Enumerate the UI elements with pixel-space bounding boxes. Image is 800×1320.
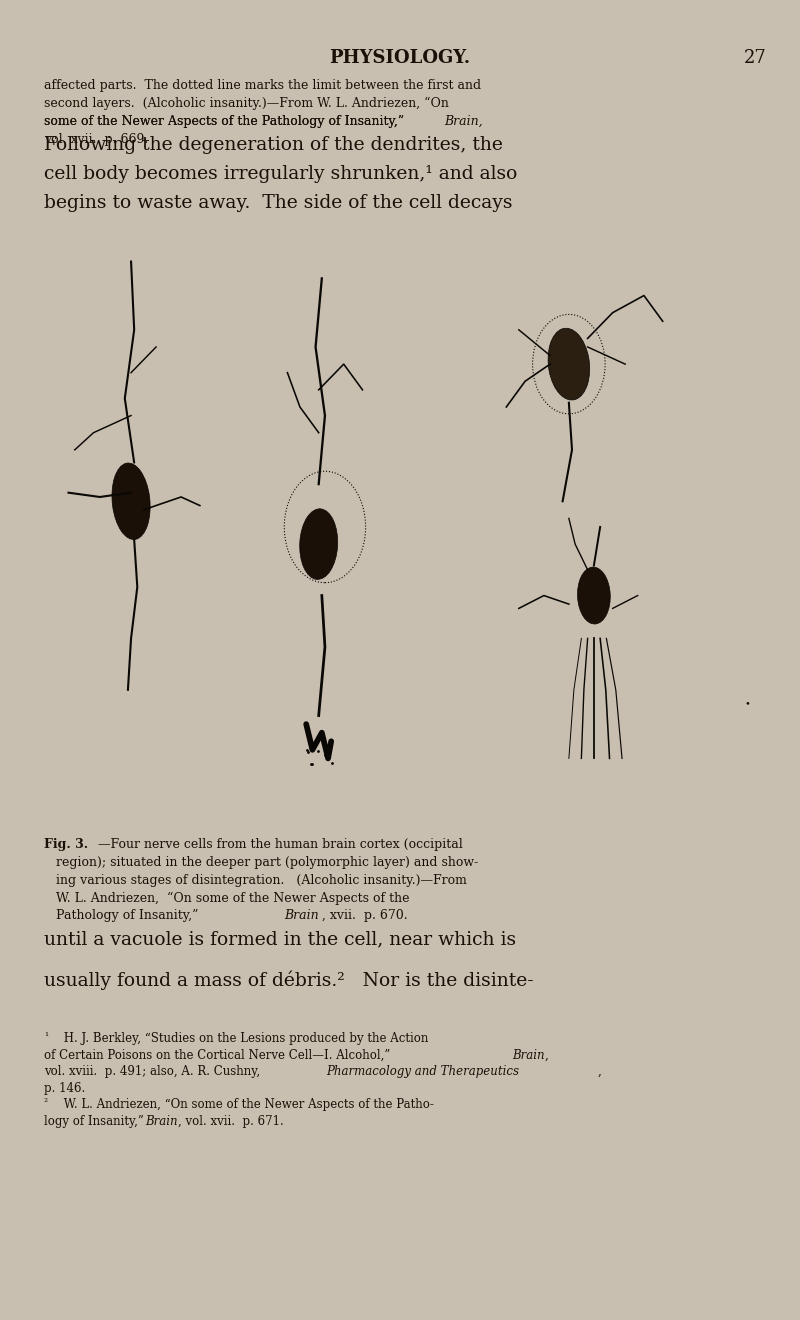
Text: usually found a mass of débris.²   Nor is the disinte-: usually found a mass of débris.² Nor is …	[44, 970, 534, 990]
Text: p. 146.: p. 146.	[44, 1082, 86, 1094]
Text: cell body becomes irregularly shrunken,¹ and also: cell body becomes irregularly shrunken,¹…	[44, 165, 518, 183]
Text: 27: 27	[744, 49, 766, 67]
Text: —Four nerve cells from the human brain cortex (occipital: —Four nerve cells from the human brain c…	[98, 838, 463, 851]
Text: ,: ,	[545, 1048, 549, 1061]
Text: •: •	[744, 700, 750, 709]
Text: PHYSIOLOGY.: PHYSIOLOGY.	[330, 49, 470, 67]
Text: region); situated in the deeper part (polymorphic layer) and show-: region); situated in the deeper part (po…	[44, 857, 478, 869]
Text: Brain: Brain	[146, 1114, 178, 1127]
Text: W. L. Andriezen,  “On some of the Newer Aspects of the: W. L. Andriezen, “On some of the Newer A…	[44, 892, 410, 906]
Text: , vol. xvii.  p. 671.: , vol. xvii. p. 671.	[178, 1114, 284, 1127]
Text: Following the degeneration of the dendrites, the: Following the degeneration of the dendri…	[44, 136, 503, 154]
Ellipse shape	[578, 568, 610, 624]
Text: some of the Newer Aspects of the Pathology of Insanity,”: some of the Newer Aspects of the Patholo…	[44, 115, 408, 128]
Text: Brain: Brain	[284, 909, 318, 923]
Text: Brain: Brain	[512, 1048, 545, 1061]
Text: Pharmacology and Therapeutics: Pharmacology and Therapeutics	[326, 1065, 519, 1078]
Text: affected parts.  The dotted line marks the limit between the first and: affected parts. The dotted line marks th…	[44, 79, 481, 92]
Text: ²: ²	[44, 1098, 48, 1107]
Text: vol. xvii.  p. 669.: vol. xvii. p. 669.	[44, 133, 148, 145]
Text: vol. xviii.  p. 491; also, A. R. Cushny,: vol. xviii. p. 491; also, A. R. Cushny,	[44, 1065, 268, 1078]
Text: until a vacuole is formed in the cell, near which is: until a vacuole is formed in the cell, n…	[44, 931, 516, 949]
Text: ,: ,	[598, 1065, 602, 1078]
Text: begins to waste away.  The side of the cell decays: begins to waste away. The side of the ce…	[44, 194, 513, 213]
Text: H. J. Berkley, “Studies on the Lesions produced by the Action: H. J. Berkley, “Studies on the Lesions p…	[60, 1032, 428, 1045]
Text: Fig. 3.: Fig. 3.	[44, 838, 88, 851]
Text: second layers.  (Alcoholic insanity.)—From W. L. Andriezen, “On: second layers. (Alcoholic insanity.)—Fro…	[44, 98, 449, 111]
Ellipse shape	[112, 463, 150, 540]
Text: , xvii.  p. 670.: , xvii. p. 670.	[322, 909, 408, 923]
Ellipse shape	[300, 508, 338, 579]
Text: ing various stages of disintegration.   (Alcoholic insanity.)—From: ing various stages of disintegration. (A…	[44, 874, 467, 887]
Text: of Certain Poisons on the Cortical Nerve Cell—I. Alcohol,”: of Certain Poisons on the Cortical Nerve…	[44, 1048, 398, 1061]
Text: some of the Newer Aspects of the Pathology of Insanity,”: some of the Newer Aspects of the Patholo…	[44, 115, 408, 128]
Text: Pathology of Insanity,”: Pathology of Insanity,”	[44, 909, 206, 923]
Text: W. L. Andriezen, “On some of the Newer Aspects of the Patho-: W. L. Andriezen, “On some of the Newer A…	[60, 1098, 434, 1111]
Text: Brain,: Brain,	[444, 115, 482, 128]
Text: logy of Insanity,”: logy of Insanity,”	[44, 1114, 151, 1127]
Ellipse shape	[548, 329, 590, 400]
Text: ¹: ¹	[44, 1032, 48, 1041]
